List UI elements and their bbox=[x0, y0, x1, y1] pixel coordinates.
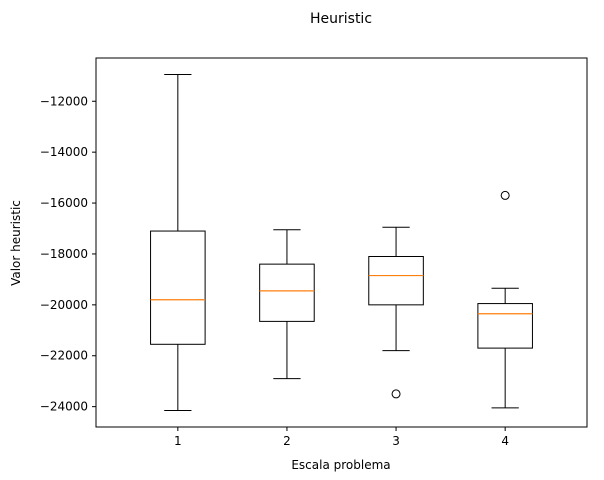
y-tick-label: −12000 bbox=[40, 94, 88, 108]
y-tick-label: −18000 bbox=[40, 247, 88, 261]
y-tick-label: −20000 bbox=[40, 298, 88, 312]
box-iqr bbox=[259, 263, 315, 322]
plot-area: −24000 −22000 −20000 −18000 −16000 −14000 −120… bbox=[40, 57, 588, 448]
x-tick-label: 1 bbox=[174, 434, 182, 448]
outlier-point bbox=[391, 389, 401, 399]
x-axis-label: Escala problema bbox=[291, 458, 390, 472]
outlier-point bbox=[500, 190, 510, 200]
x-tick-label: 3 bbox=[392, 434, 400, 448]
y-tick-label: −24000 bbox=[40, 400, 88, 414]
y-axis-label: Valor heuristic bbox=[9, 200, 23, 286]
chart-title: Heuristic bbox=[310, 11, 372, 27]
y-tick-label: −16000 bbox=[40, 196, 88, 210]
y-tick-label: −22000 bbox=[40, 349, 88, 363]
box-iqr bbox=[150, 230, 206, 345]
x-tick-label: 2 bbox=[283, 434, 291, 448]
axes-frame bbox=[95, 57, 588, 428]
x-tick-label: 4 bbox=[501, 434, 509, 448]
box-iqr bbox=[477, 303, 533, 349]
y-tick-label: −14000 bbox=[40, 145, 88, 159]
box-iqr bbox=[368, 255, 424, 306]
